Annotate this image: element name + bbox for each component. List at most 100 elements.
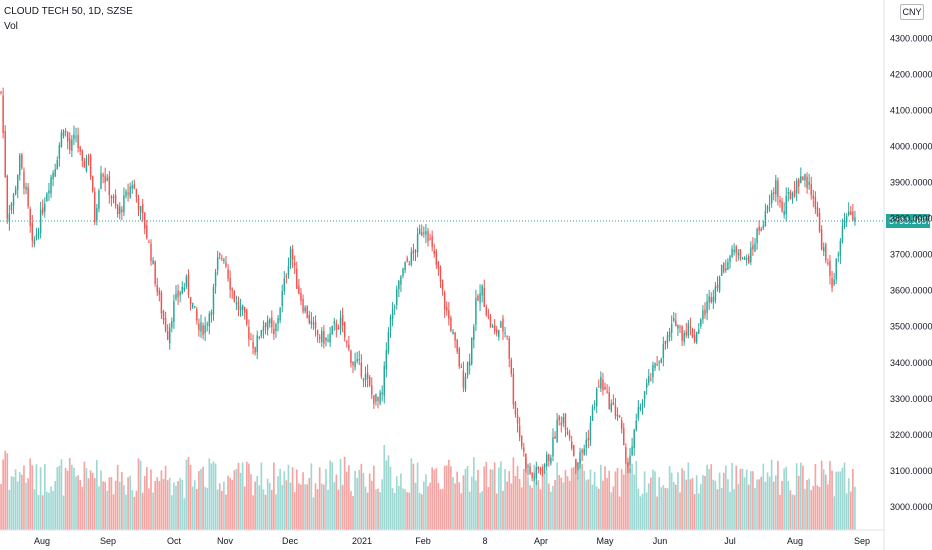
- candle-body: [381, 392, 383, 395]
- volume-bar: [400, 473, 402, 530]
- candle: [321, 327, 323, 347]
- candle: [396, 285, 398, 310]
- candle: [31, 215, 34, 248]
- volume-bar: [73, 467, 75, 530]
- candle: [312, 316, 315, 330]
- candle: [129, 182, 131, 199]
- candle: [69, 132, 71, 155]
- candle: [748, 253, 750, 264]
- candle: [268, 317, 271, 328]
- candle: [318, 334, 321, 344]
- candle: [775, 174, 777, 202]
- candle-body: [443, 292, 446, 310]
- candle: [579, 447, 581, 469]
- volume-bar: [493, 462, 496, 530]
- candle: [37, 227, 40, 240]
- volume-bar: [364, 486, 367, 530]
- candle-body: [504, 332, 506, 334]
- volume-label: Vol: [4, 21, 18, 32]
- candle: [806, 172, 808, 194]
- candle: [773, 187, 775, 201]
- volume-bar: [731, 462, 733, 530]
- volume-bar: [497, 467, 500, 530]
- current-price-label: 3793.1657: [889, 216, 932, 226]
- volume-bar: [604, 466, 606, 530]
- candle-body: [139, 205, 142, 213]
- volume-bar: [495, 493, 498, 530]
- candle-body: [448, 310, 450, 319]
- candle: [393, 304, 396, 316]
- candle-body: [529, 466, 531, 474]
- volume-bar: [470, 476, 473, 530]
- volume-bar: [785, 466, 788, 530]
- candle-body: [635, 420, 638, 431]
- volume-bar: [652, 469, 654, 530]
- candle-body: [489, 316, 492, 328]
- candle: [437, 260, 440, 276]
- volume-bar: [572, 466, 575, 530]
- candle-body: [268, 319, 271, 324]
- volume-bar: [537, 480, 540, 530]
- volume-bar: [145, 467, 148, 530]
- candle: [423, 226, 425, 238]
- volume-bar: [824, 474, 827, 530]
- candle: [164, 311, 167, 333]
- volume-bar: [383, 445, 386, 530]
- volume-bar: [256, 476, 259, 530]
- volume-bar: [33, 489, 36, 530]
- candle: [106, 174, 108, 182]
- volume-bar: [766, 472, 769, 530]
- candle: [381, 385, 383, 402]
- candle-body: [289, 248, 292, 265]
- candle-body: [745, 257, 748, 260]
- volume-bar: [758, 479, 760, 530]
- candle-body: [643, 391, 646, 400]
- candle-body: [764, 210, 767, 227]
- candle-body: [564, 413, 567, 430]
- candle: [114, 189, 117, 209]
- candle-body: [820, 229, 823, 250]
- candle-body: [39, 209, 42, 234]
- candle-body: [166, 331, 169, 340]
- y-tick-label: 4100.0000: [890, 105, 932, 115]
- candle: [843, 212, 846, 230]
- volume-bar: [204, 486, 206, 530]
- candle-body: [129, 186, 131, 198]
- candle-body: [87, 156, 90, 158]
- candle-body: [460, 367, 463, 369]
- candle: [577, 461, 579, 480]
- candle: [604, 382, 606, 391]
- candle: [502, 314, 504, 340]
- candle: [160, 290, 163, 320]
- candle: [785, 187, 787, 222]
- volume-bar: [545, 471, 548, 530]
- volume-bar: [206, 488, 209, 530]
- candle: [48, 182, 50, 201]
- volume-bar: [816, 485, 819, 530]
- volume-bar: [352, 495, 354, 530]
- candle: [629, 447, 631, 473]
- candle-body: [202, 325, 204, 335]
- candle: [425, 223, 427, 244]
- candle-body: [114, 194, 117, 206]
- currency-button[interactable]: CNY: [900, 4, 924, 20]
- candle-body: [675, 320, 677, 327]
- x-tick-label: Apr: [534, 536, 548, 546]
- volume-bar: [762, 463, 765, 530]
- volume-bar: [314, 483, 317, 530]
- candle-body: [396, 289, 398, 305]
- volume-bar: [381, 479, 384, 530]
- candle: [116, 204, 119, 218]
- candle: [112, 194, 115, 204]
- candle-body: [633, 429, 635, 448]
- candle: [820, 225, 823, 251]
- volume-bar: [302, 472, 304, 530]
- candle-body: [31, 222, 34, 241]
- candle: [506, 335, 508, 341]
- volume-bar: [660, 487, 663, 530]
- candle: [727, 258, 729, 271]
- volume-bar: [487, 487, 490, 530]
- candle-body: [727, 261, 729, 270]
- candle-body: [264, 322, 267, 328]
